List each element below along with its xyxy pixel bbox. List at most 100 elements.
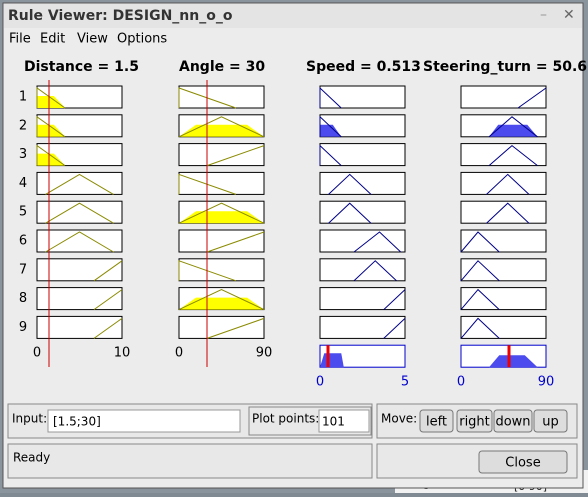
rule-number: 8	[19, 291, 27, 306]
membership-function	[93, 260, 123, 282]
column-header: Angle = 30	[179, 59, 265, 75]
membership-function	[319, 115, 342, 138]
membership-function	[328, 202, 372, 224]
input-value[interactable]: [1.5;30]	[53, 415, 101, 429]
move-button-label[interactable]: up	[542, 415, 559, 430]
column-header: Distance = 1.5	[24, 59, 139, 75]
rule-number: 4	[19, 176, 27, 191]
membership-function	[460, 231, 500, 253]
rule-number: 6	[19, 234, 27, 249]
move-button[interactable]	[419, 409, 454, 433]
rule-plot	[36, 287, 123, 311]
move-button-label[interactable]: left	[426, 415, 447, 430]
input-field[interactable]	[47, 409, 241, 433]
rule-number: 3	[19, 147, 27, 162]
rule-plot	[36, 315, 123, 339]
rule-plot	[319, 287, 406, 311]
membership-function	[36, 87, 66, 109]
window-title: Rule Viewer: DESIGN_nn_o_o	[8, 8, 233, 24]
move-button[interactable]	[493, 409, 533, 433]
membership-function	[383, 318, 406, 339]
defuzzified-marker	[507, 345, 511, 368]
membership-function	[93, 289, 123, 311]
plot-points-field[interactable]	[318, 409, 370, 433]
membership-function	[353, 231, 402, 253]
fired-area	[37, 96, 66, 108]
status-text: Ready	[13, 451, 50, 465]
rule-plot	[460, 229, 547, 253]
axis-min-label: 0	[316, 375, 324, 390]
rule-plot	[460, 258, 547, 282]
rule-plot	[36, 258, 123, 282]
rule-plot	[319, 315, 406, 339]
rule-plot	[319, 85, 406, 109]
axis-max-label: 10	[114, 346, 131, 361]
aggregate-area	[320, 353, 344, 368]
membership-function	[206, 145, 265, 167]
rule-plot	[178, 85, 265, 109]
membership-function	[328, 173, 372, 195]
axis-max-label: 5	[401, 375, 409, 390]
rule-plot	[178, 315, 265, 339]
membership-function	[460, 288, 500, 310]
membership-function	[383, 289, 406, 310]
axis-min-label: 0	[175, 346, 183, 361]
rule-plot	[460, 171, 547, 195]
fired-area	[179, 297, 264, 310]
membership-function	[486, 173, 530, 195]
rule-number: 2	[19, 118, 27, 133]
membership-function	[488, 144, 538, 166]
move-button[interactable]	[533, 409, 568, 433]
move-button[interactable]	[456, 409, 493, 433]
column-header: Steering_turn = 50.6	[423, 59, 587, 75]
membership-function	[178, 116, 265, 138]
rule-plot	[460, 85, 547, 109]
minimize[interactable]: –	[540, 7, 547, 23]
menu-item[interactable]: Options	[117, 32, 167, 47]
status-panel	[7, 443, 373, 479]
menu-item[interactable]: View	[77, 32, 108, 47]
plot-points-value[interactable]: 101	[322, 415, 345, 429]
axis-min-label: 0	[33, 346, 41, 361]
fired-area	[179, 211, 264, 224]
rule-plot	[319, 258, 406, 282]
fired-area	[37, 124, 66, 137]
membership-function	[178, 87, 237, 109]
rule-plot	[178, 229, 265, 253]
membership-function	[178, 202, 265, 224]
rule-plot	[36, 171, 123, 195]
membership-function	[93, 317, 123, 339]
fired-area	[37, 153, 66, 166]
membership-function	[460, 260, 500, 282]
membership-function	[488, 116, 538, 138]
rule-plot	[178, 143, 265, 167]
membership-function	[45, 173, 114, 195]
move-label: Move:	[381, 412, 417, 426]
membership-function	[206, 231, 265, 253]
close-button[interactable]	[478, 450, 568, 474]
membership-function	[178, 173, 237, 195]
fired-area	[320, 124, 342, 137]
close-button-label[interactable]: Close	[505, 456, 540, 471]
membership-function	[36, 115, 66, 138]
move-button-label[interactable]: down	[495, 415, 530, 430]
membership-function	[45, 231, 114, 253]
rule-plot	[460, 287, 547, 311]
fired-area	[179, 124, 264, 137]
membership-function	[319, 86, 342, 109]
menu-item[interactable]: Edit	[40, 32, 65, 47]
menu-item[interactable]: File	[9, 32, 31, 47]
rule-number: 5	[19, 205, 27, 220]
rule-number: 7	[19, 262, 27, 277]
rule-plot	[319, 229, 406, 253]
rule-plot	[36, 229, 123, 253]
rule-plot	[178, 171, 265, 195]
membership-function	[36, 144, 66, 167]
axis-min-label: 0	[457, 375, 465, 390]
membership-function	[45, 202, 114, 224]
membership-function	[517, 87, 547, 109]
rule-plot	[460, 200, 547, 224]
close-x[interactable]: ✕	[563, 7, 575, 23]
move-button-label[interactable]: right	[459, 415, 490, 430]
